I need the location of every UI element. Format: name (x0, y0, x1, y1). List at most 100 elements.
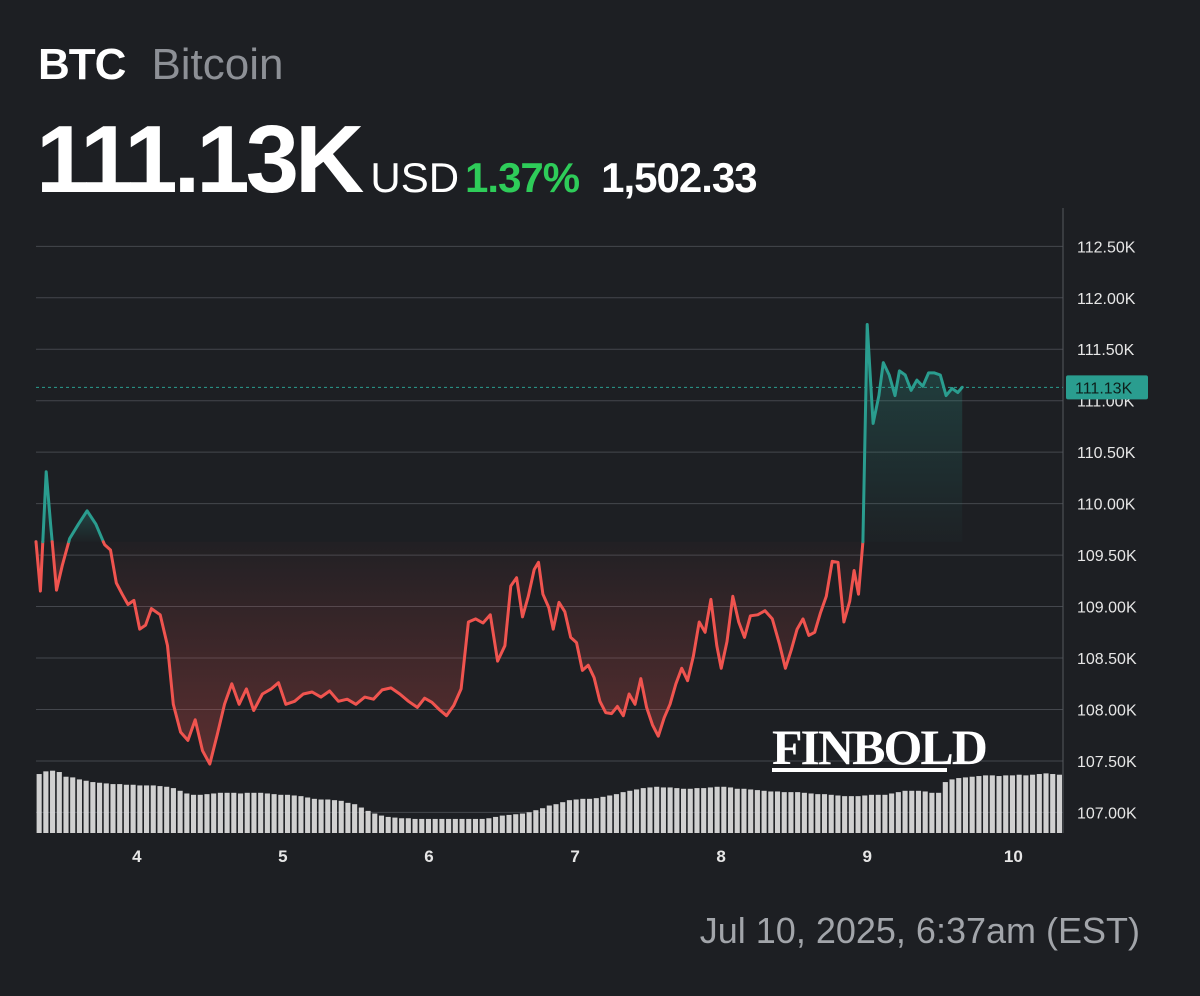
y-tick-label: 107.00K (1077, 805, 1137, 822)
volume-bar (1050, 774, 1056, 833)
volume-bar (835, 795, 841, 833)
line-segment-down (50, 540, 71, 592)
volume-bar (143, 785, 150, 833)
volume-bar (560, 802, 566, 833)
volume-bar (821, 794, 828, 833)
volume-bar (761, 790, 767, 833)
volume-bar (63, 776, 69, 833)
volume-bar (459, 818, 465, 833)
volume-bar (942, 782, 948, 833)
volume-bar (842, 796, 848, 833)
volume-bar (76, 779, 82, 833)
volume-bar (627, 790, 633, 833)
volume-bar (352, 804, 358, 833)
volume-bar (848, 796, 854, 833)
price-summary: 111.13K USD 1.37% 1,502.33 (36, 112, 758, 208)
volume-bar (56, 772, 62, 833)
volume-bar (311, 798, 317, 833)
x-tick-label: 6 (424, 847, 433, 866)
volume-bar (1003, 775, 1009, 833)
volume-bars (36, 770, 1062, 833)
volume-bar (499, 815, 505, 833)
volume-bar (768, 791, 774, 833)
volume-bar (50, 770, 56, 833)
volume-bar (694, 788, 700, 833)
volume-bar (1036, 774, 1042, 833)
volume-bar (566, 800, 572, 833)
volume-bar (909, 790, 915, 833)
volume-bar (607, 795, 613, 833)
volume-bar (1043, 773, 1049, 833)
volume-bar (506, 814, 512, 833)
volume-bar (788, 792, 794, 833)
volume-bar (781, 792, 787, 833)
volume-bar (237, 793, 244, 833)
volume-bar (795, 792, 801, 833)
volume-bar (580, 798, 586, 833)
volume-bar (902, 790, 908, 833)
volume-bar (962, 777, 969, 833)
volume-bar (164, 786, 170, 833)
volume-bar (117, 784, 123, 833)
volume-bar (231, 792, 237, 833)
last-price-label: 111.13K (1075, 380, 1133, 397)
volume-bar (137, 785, 143, 833)
volume-bar (211, 793, 217, 833)
volume-bar (976, 776, 982, 833)
volume-bar (573, 799, 579, 833)
volume-bar (969, 776, 975, 833)
y-tick-label: 111.50K (1077, 342, 1135, 359)
volume-bar (815, 794, 821, 833)
volume-bar (533, 810, 539, 833)
volume-bar (70, 777, 76, 833)
x-tick-label: 9 (863, 847, 872, 866)
volume-bar (714, 786, 720, 833)
volume-bar (425, 818, 432, 833)
price-area (36, 324, 963, 764)
volume-bar (331, 800, 338, 833)
asset-name: Bitcoin (151, 40, 284, 89)
volume-bar (439, 818, 445, 833)
volume-bar (184, 793, 190, 833)
volume-bar (862, 795, 868, 833)
volume-bar (271, 794, 277, 833)
volume-bar (620, 792, 626, 833)
volume-bar (365, 810, 371, 833)
volume-bar (983, 775, 989, 833)
volume-bar (1030, 774, 1036, 833)
line-segment-up (861, 323, 964, 544)
y-tick-label: 110.50K (1077, 445, 1136, 462)
y-tick-label: 108.00K (1077, 702, 1137, 719)
volume-bar (385, 816, 391, 833)
volume-bar (936, 792, 942, 833)
volume-bar (446, 818, 452, 833)
volume-bar (486, 818, 492, 833)
price-line (34, 323, 964, 766)
volume-bar (748, 789, 754, 833)
volume-bar (298, 796, 304, 833)
volume-bar (399, 818, 405, 833)
volume-bar (680, 788, 687, 833)
volume-bar (734, 788, 740, 833)
volume-bar (828, 794, 834, 833)
asset-header: BTC Bitcoin (38, 40, 284, 90)
volume-bar (1056, 774, 1062, 833)
volume-bar (43, 771, 49, 833)
volume-bar (674, 788, 680, 833)
volume-bar (97, 782, 103, 833)
volume-bar (868, 794, 875, 833)
volume-bar (922, 791, 928, 833)
volume-bar (177, 790, 183, 833)
volume-bar (882, 794, 888, 833)
y-tick-label: 112.00K (1077, 291, 1136, 308)
line-segment-up (67, 509, 105, 544)
volume-bar (110, 784, 116, 833)
finbold-watermark: FINBOLD (772, 719, 988, 775)
currency-label: USD (370, 154, 460, 201)
y-tick-label: 109.00K (1077, 600, 1137, 617)
volume-bar (150, 785, 156, 833)
last-price-marker: 111.13K (36, 375, 1148, 400)
volume-bar (90, 782, 96, 833)
volume-bar (519, 813, 526, 833)
